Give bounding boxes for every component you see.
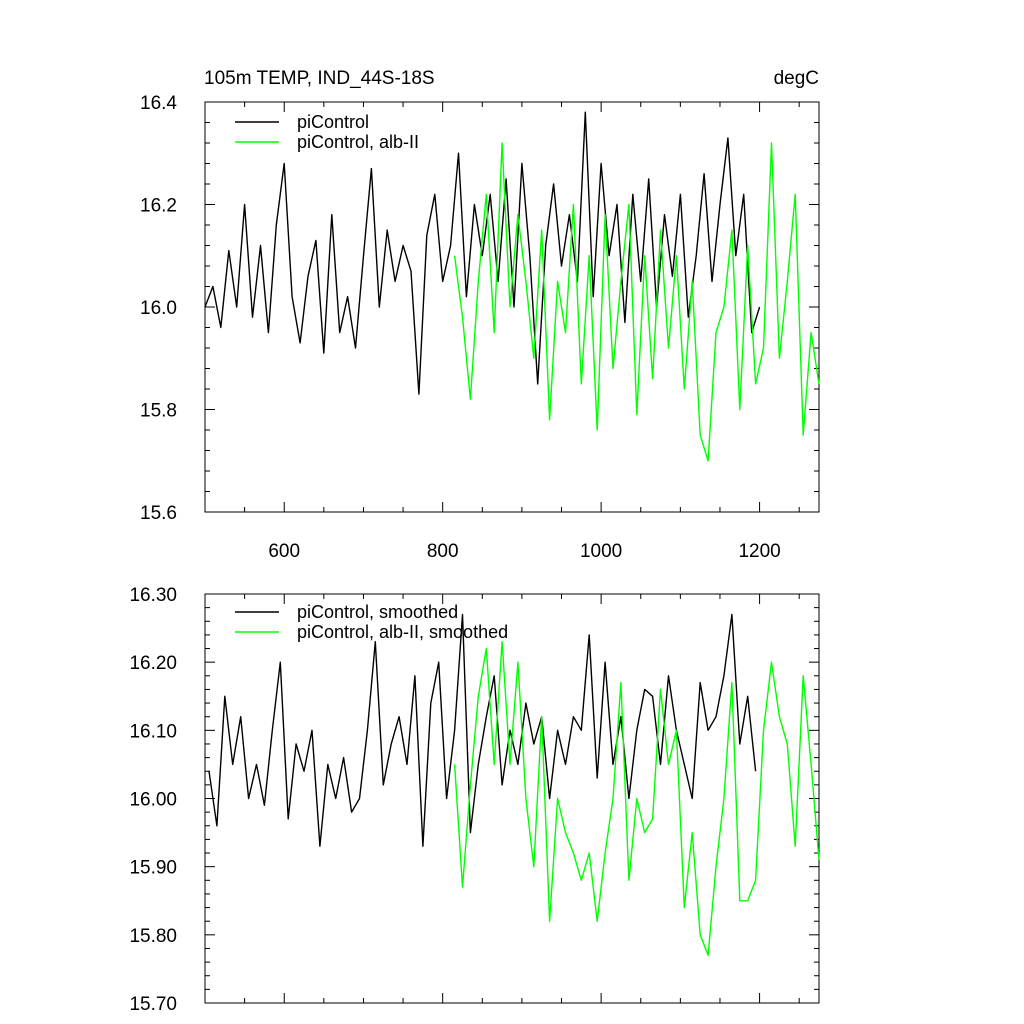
y-tick-label: 16.0 bbox=[140, 298, 177, 319]
x-tick-label: 800 bbox=[427, 541, 459, 562]
top-chart-legend: piControl piControl, alb-II bbox=[235, 112, 419, 152]
y-tick-label: 15.80 bbox=[129, 926, 177, 947]
y-tick-label: 16.2 bbox=[140, 196, 177, 217]
series-line-alb-ii bbox=[453, 142, 820, 462]
y-tick-label: 15.8 bbox=[140, 401, 177, 422]
x-tick-label: 600 bbox=[268, 541, 300, 562]
series-line-alb-ii bbox=[453, 641, 820, 956]
top-chart: 105m TEMP, IND_44S-18S degC 600 800 1000 12… bbox=[140, 68, 820, 562]
y-tick-label: 16.00 bbox=[129, 790, 177, 811]
top-chart-series-layer bbox=[204, 111, 820, 462]
y-tick-label: 16.30 bbox=[129, 585, 177, 606]
series-line-picontrol bbox=[208, 613, 757, 847]
y-tick-label: 16.10 bbox=[129, 721, 177, 742]
y-tick-label: 15.90 bbox=[129, 858, 177, 879]
bottom-legend-label-picontrol-smoothed: piControl, smoothed bbox=[297, 602, 458, 622]
top-legend-label-alb: piControl, alb-II bbox=[297, 132, 419, 152]
bottom-chart-axes: 15.70 15.80 15.90 16.00 16.10 16.20 16.30 bbox=[129, 585, 820, 1015]
series-line-picontrol bbox=[204, 111, 761, 395]
y-tick-label: 16.4 bbox=[140, 93, 177, 114]
top-legend-label-picontrol: piControl bbox=[297, 112, 369, 132]
y-tick-label: 15.6 bbox=[140, 503, 177, 524]
bottom-chart-series-layer bbox=[208, 613, 820, 956]
top-chart-title: 105m TEMP, IND_44S-18S bbox=[204, 68, 435, 89]
y-tick-label: 15.70 bbox=[129, 994, 177, 1015]
y-tick-label: 16.20 bbox=[129, 653, 177, 674]
x-tick-label: 1000 bbox=[580, 541, 622, 562]
bottom-chart-legend: piControl, smoothed piControl, alb-II, s… bbox=[235, 602, 508, 642]
plot-frame bbox=[204, 101, 820, 513]
bottom-chart: 15.70 15.80 15.90 16.00 16.10 16.20 16.30 piCo… bbox=[129, 585, 820, 1015]
bottom-legend-label-alb-smoothed: piControl, alb-II, smoothed bbox=[297, 622, 508, 642]
top-chart-axes: 600 800 1000 1200 15.6 15.8 16.0 16.2 16.4 bbox=[140, 93, 820, 562]
x-tick-label: 1200 bbox=[738, 541, 780, 562]
top-chart-units: degC bbox=[774, 68, 819, 89]
